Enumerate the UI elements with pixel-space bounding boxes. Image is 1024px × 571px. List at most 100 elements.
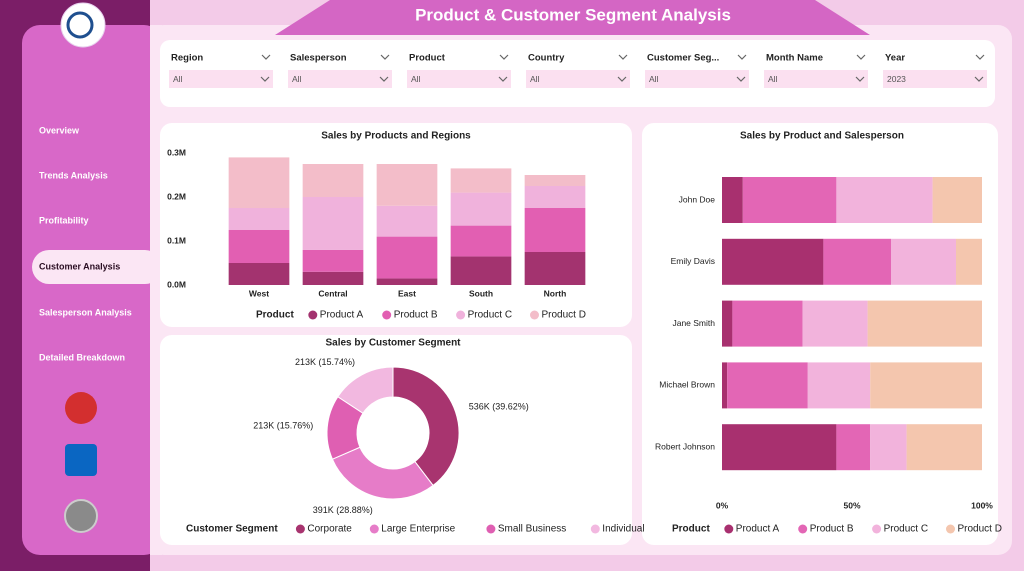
filter-dropdown[interactable] [407, 70, 511, 88]
nav-item[interactable]: Trends Analysis [39, 170, 108, 180]
filter-dropdown[interactable] [645, 70, 749, 88]
chevron [618, 54, 628, 60]
chevron [261, 54, 271, 60]
y-category-label: John Doe [679, 194, 716, 204]
chevron [737, 54, 747, 60]
ribbon-segment [450, 192, 512, 226]
x-tick-label: 100% [971, 500, 993, 510]
chevron [975, 54, 985, 60]
legend-swatch [590, 524, 600, 534]
filter-label: Year [885, 53, 905, 64]
bar-segment [722, 238, 824, 285]
legend-label: Small Business [498, 524, 566, 535]
ribbon-segment [376, 236, 438, 279]
ribbon-segment [376, 205, 438, 237]
y-tick-label: 0.0M [167, 279, 186, 289]
legend-swatch [456, 310, 466, 320]
filter-value: All [768, 74, 778, 84]
filter-label: Region [171, 53, 203, 64]
chevron [856, 54, 866, 60]
legend-label: Product B [810, 524, 854, 535]
bar-segment [891, 238, 956, 285]
bar-segment [870, 362, 982, 409]
filter-label: Customer Seg... [647, 53, 719, 64]
filter-dropdown[interactable] [526, 70, 630, 88]
website-icon[interactable] [64, 499, 98, 533]
ribbon-segment [302, 164, 364, 197]
y-category-label: Jane Smith [672, 318, 715, 328]
bar-segment [870, 424, 907, 471]
ribbon-segment [302, 249, 364, 272]
bar-segment [906, 424, 982, 471]
chevron [498, 76, 508, 82]
donut-slice [337, 366, 394, 414]
legend-swatch [872, 524, 882, 534]
y-category-label: Michael Brown [659, 380, 715, 390]
chevron [499, 54, 509, 60]
filter-label: Product [409, 53, 446, 64]
y-category-label: Robert Johnson [655, 441, 715, 451]
legend-label: Individual [602, 524, 644, 535]
x-tick-label: West [249, 288, 269, 298]
filter-dropdown[interactable] [883, 70, 987, 88]
ribbon-segment [302, 197, 364, 250]
bar-segment [742, 177, 837, 223]
nav-item[interactable]: Overview [39, 125, 80, 135]
chevron [855, 76, 865, 82]
chevron [379, 76, 389, 82]
bar-segment [867, 300, 982, 347]
ribbon-segment [302, 271, 364, 285]
ribbon-segment [450, 168, 512, 193]
chevron [736, 76, 746, 82]
legend-swatch [295, 524, 305, 534]
chart-title: Sales by Products and Regions [321, 131, 471, 142]
ribbon-segment [524, 175, 586, 186]
y-tick-label: 0.3M [167, 147, 186, 157]
nav-active-pill [32, 250, 162, 284]
nav-item[interactable]: Detailed Breakdown [39, 352, 125, 362]
bar-segment [823, 238, 891, 285]
filter-value: 2023 [887, 74, 906, 84]
bar-segment [732, 300, 803, 347]
nav-item[interactable]: Profitability [39, 215, 89, 225]
nav-item[interactable]: Salesperson Analysis [39, 307, 132, 317]
filter-dropdown[interactable] [764, 70, 868, 88]
data-label: 391K (28.88%) [313, 505, 373, 515]
legend-swatch [369, 524, 379, 534]
logo-mark [66, 11, 94, 39]
legend-label: Product B [394, 310, 438, 321]
y-tick-label: 0.1M [167, 235, 186, 245]
legend-label: Product D [958, 524, 1002, 535]
filter-label: Month Name [766, 53, 823, 64]
legend-swatch [798, 524, 808, 534]
sidebar-edge [150, 25, 162, 555]
filter-value: All [411, 74, 421, 84]
ribbon-segment [228, 157, 290, 208]
nav-item[interactable]: Customer Analysis [39, 261, 120, 271]
youtube-icon[interactable] [65, 392, 97, 424]
y-category-label: Emily Davis [671, 256, 715, 266]
bar-segment [802, 300, 868, 347]
ribbon-segment [228, 208, 290, 230]
header-banner [275, 0, 870, 35]
legend-swatch [486, 524, 496, 534]
sidebar [22, 25, 162, 555]
filter-dropdown[interactable] [288, 70, 392, 88]
filter-value: All [530, 74, 540, 84]
bar-segment [722, 362, 728, 409]
legend-swatch [530, 310, 539, 320]
y-tick-label: 0.2M [167, 191, 186, 201]
legend-label: Large Enterprise [381, 524, 455, 535]
filter-label: Salesperson [290, 53, 347, 64]
logo [60, 2, 106, 48]
bar-segment [722, 300, 733, 347]
legend-label: Product A [320, 310, 364, 321]
header-title: Product & Customer Segment Analysis [415, 5, 731, 24]
ribbon-segment [524, 186, 586, 208]
linkedin-icon[interactable] [65, 444, 97, 476]
chevron [260, 76, 270, 82]
filter-dropdown[interactable] [169, 70, 273, 88]
x-tick-label: 0% [716, 500, 729, 510]
